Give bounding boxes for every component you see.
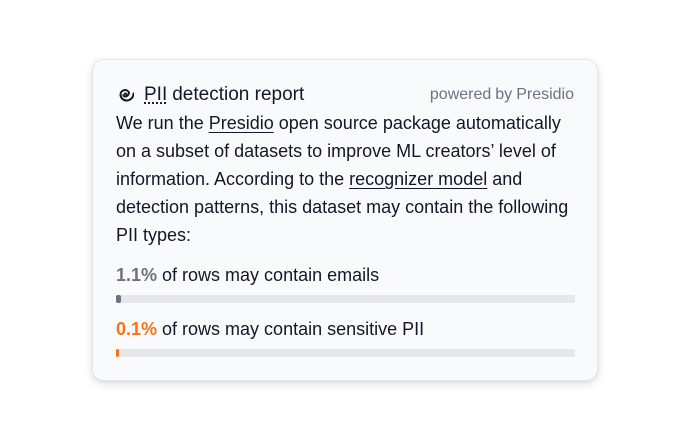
powered-by-name: Presidio [516,86,574,103]
stat-emails-percent: 1.1% [116,265,158,285]
stat-sensitive-pii-percent: 0.1% [116,319,158,339]
description-part-2: open source package automatically on a s… [116,113,561,189]
powered-by-word: by [495,86,513,103]
description-part-3: and detection patterns, this dataset may… [116,169,569,245]
powered-by-label: powered by Presidio [430,86,574,104]
description-text: We run the Presidio open source package … [116,109,578,249]
card-title: PII detection report [116,84,304,106]
card-header: PII detection report powered by Presidio [116,81,574,109]
recognizer-model-link[interactable]: recognizer model [349,169,488,189]
stat-sensitive-pii-label: 0.1% of rows may contain sensitive PII [116,315,574,343]
pii-abbreviation[interactable]: PII [144,84,168,105]
stat-sensitive-pii-text: of rows may contain sensitive PII [162,319,425,339]
title-text: detection report [172,84,305,105]
stat-emails: 1.1% of rows may contain emails [116,261,575,303]
presidio-link[interactable]: Presidio [208,113,274,133]
pii-report-card: PII detection report powered by Presidio W… [92,59,598,381]
stat-emails-label: 1.1% of rows may contain emails [116,261,574,289]
description-part-1: We run the [116,113,209,133]
stat-sensitive-pii: 0.1% of rows may contain sensitive PII [116,315,575,357]
stat-emails-progress-track [116,295,575,303]
stat-sensitive-pii-progress-track [116,349,575,357]
stat-emails-text: of rows may contain emails [162,265,380,285]
presidio-swirl-icon [116,86,134,104]
powered-prefix: powered [429,86,492,103]
stat-emails-progress-fill [116,295,122,303]
stat-sensitive-pii-progress-fill [116,349,120,357]
